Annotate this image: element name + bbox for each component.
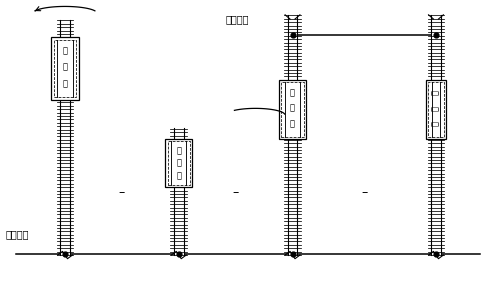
Text: 器: 器 bbox=[62, 79, 67, 88]
Text: 钢笼主筋: 钢笼主筋 bbox=[5, 229, 29, 239]
Text: 器: 器 bbox=[176, 171, 181, 180]
Text: 钢笼主筋: 钢笼主筋 bbox=[226, 14, 249, 24]
Bar bbox=[281, 82, 304, 137]
Bar bbox=[174, 187, 184, 255]
Text: –: – bbox=[233, 186, 239, 199]
Bar bbox=[52, 37, 78, 100]
Text: 接: 接 bbox=[176, 159, 181, 168]
Bar bbox=[60, 20, 70, 37]
Bar bbox=[174, 128, 184, 139]
Bar bbox=[428, 82, 444, 137]
Text: 连: 连 bbox=[290, 88, 295, 97]
Bar bbox=[165, 139, 192, 187]
Bar bbox=[279, 80, 306, 139]
Bar bbox=[426, 80, 446, 139]
Text: 连: 连 bbox=[62, 46, 67, 55]
Bar bbox=[431, 15, 441, 80]
Bar bbox=[60, 100, 70, 255]
Text: 连: 连 bbox=[432, 90, 440, 95]
Text: 接: 接 bbox=[290, 104, 295, 113]
Text: 器: 器 bbox=[432, 122, 440, 126]
Text: 连: 连 bbox=[176, 146, 181, 155]
Text: 接: 接 bbox=[432, 106, 440, 111]
Text: –: – bbox=[119, 186, 125, 199]
Text: 器: 器 bbox=[290, 120, 295, 128]
Bar bbox=[431, 139, 441, 255]
Bar bbox=[54, 40, 76, 97]
Text: 接: 接 bbox=[62, 62, 67, 72]
Bar bbox=[288, 139, 298, 255]
Bar bbox=[168, 141, 190, 185]
Bar bbox=[288, 15, 298, 80]
Text: –: – bbox=[361, 186, 368, 199]
